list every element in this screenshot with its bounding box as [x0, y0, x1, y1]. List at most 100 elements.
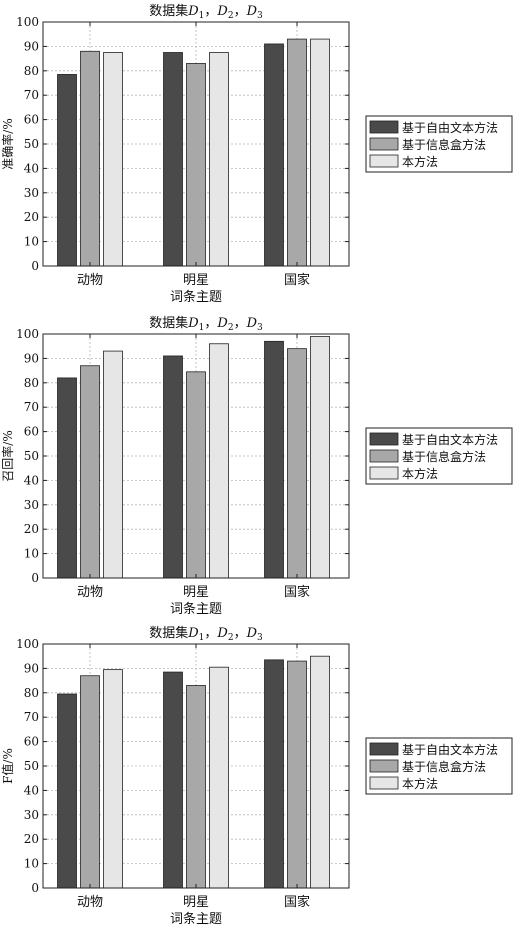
title-part-s3: 3 [257, 323, 263, 333]
y-tick-label-2: 20 [24, 522, 39, 536]
y-tick-label-1: 10 [24, 235, 39, 249]
y-tick-label-9: 90 [24, 351, 39, 365]
legend-label-2: 基于信息盒方法 [402, 449, 486, 464]
bar-1-series-3 [103, 350, 123, 579]
y-tick-label-3: 30 [24, 498, 39, 512]
bar-2-series-3 [209, 666, 229, 889]
y-tick-label-3: 30 [24, 186, 39, 200]
bar-2-series-2 [186, 63, 206, 267]
y-tick-label-10: 100 [16, 637, 39, 651]
title-part-d1: D [187, 316, 199, 331]
legend-swatch-2 [369, 449, 399, 463]
y-tick-label-0: 0 [31, 571, 39, 585]
y-tick-label-5: 50 [24, 759, 39, 773]
legend-label-1: 基于自由文本方法 [402, 120, 498, 135]
x-axis-label: 词条主题 [170, 289, 222, 305]
legend-swatch-2 [369, 759, 399, 773]
chart-title: 数据集D1，D2，D3 [149, 315, 263, 333]
legend-swatch-1 [369, 120, 399, 134]
bar-2-series-3 [209, 343, 229, 579]
legend-swatch-2 [369, 137, 399, 151]
legend-label-2: 基于信息盒方法 [402, 759, 486, 774]
title-part-sep2: ， [234, 626, 247, 641]
title-part-s3: 3 [257, 633, 263, 643]
title-part-prefix: 数据集 [149, 625, 188, 641]
bar-3-series-3 [310, 38, 330, 267]
title-part-d1: D [187, 4, 199, 19]
legend-label-1: 基于自由文本方法 [402, 742, 498, 757]
y-tick-label-6: 60 [24, 113, 39, 127]
bar-1-series-1 [57, 693, 77, 889]
chart-title: 数据集D1，D2，D3 [149, 625, 263, 643]
x-axis-label: 词条主题 [170, 911, 222, 927]
y-tick-label-1: 10 [24, 547, 39, 561]
x-category-label-1: 动物 [77, 895, 103, 910]
x-category-label-2: 明星 [183, 273, 209, 288]
legend-label-2: 基于信息盒方法 [402, 137, 486, 152]
y-tick-label-9: 90 [24, 39, 39, 53]
title-part-sep2: ， [234, 316, 247, 331]
legend-swatch-3 [369, 466, 399, 480]
title-part-d2: D [216, 316, 228, 331]
title-part-s2: 2 [228, 11, 234, 21]
y-tick-label-4: 40 [24, 473, 39, 487]
x-category-label-1: 动物 [77, 585, 103, 600]
bar-1-series-1 [57, 74, 77, 267]
y-tick-label-7: 70 [24, 88, 39, 102]
y-tick-label-8: 80 [24, 64, 39, 78]
bar-3-series-1 [264, 43, 284, 267]
legend-swatch-3 [369, 154, 399, 168]
y-axis-label: F值/% [0, 748, 15, 784]
title-part-s2: 2 [228, 633, 234, 643]
x-category-label-3: 国家 [284, 272, 310, 288]
bar-2-series-2 [186, 685, 206, 889]
y-tick-label-3: 30 [24, 808, 39, 822]
bar-2-series-1 [163, 671, 183, 889]
x-axis-label: 词条主题 [170, 601, 222, 617]
y-tick-label-1: 10 [24, 857, 39, 871]
bar-1-series-3 [103, 669, 123, 889]
title-part-d1: D [187, 626, 199, 641]
bar-2-series-1 [163, 52, 183, 267]
title-part-prefix: 数据集 [149, 315, 188, 331]
x-category-label-2: 明星 [183, 895, 209, 910]
bar-3-series-1 [264, 659, 284, 889]
title-part-s2: 2 [228, 323, 234, 333]
bar-2-series-2 [186, 371, 206, 579]
title-part-d3: D [246, 626, 258, 641]
bar-1-series-2 [80, 675, 100, 889]
y-tick-label-10: 100 [16, 327, 39, 341]
title-part-sep1: ， [204, 4, 217, 19]
legend-swatch-3 [369, 776, 399, 790]
bar-1-series-1 [57, 377, 77, 579]
x-category-label-2: 明星 [183, 585, 209, 600]
y-tick-label-2: 20 [24, 210, 39, 224]
legend-label-3: 本方法 [402, 776, 438, 791]
y-tick-label-6: 60 [24, 425, 39, 439]
title-part-d3: D [246, 316, 258, 331]
y-tick-label-5: 50 [24, 449, 39, 463]
y-tick-label-4: 40 [24, 783, 39, 797]
bar-2-series-1 [163, 355, 183, 579]
y-tick-label-4: 40 [24, 161, 39, 175]
legend-label-1: 基于自由文本方法 [402, 432, 498, 447]
y-tick-label-9: 90 [24, 661, 39, 675]
y-tick-label-0: 0 [31, 259, 39, 273]
x-category-label-3: 国家 [284, 584, 310, 600]
legend-label-3: 本方法 [402, 154, 438, 169]
bar-3-series-1 [264, 340, 284, 579]
bar-1-series-3 [103, 52, 123, 267]
title-part-s1: 1 [199, 633, 205, 643]
y-axis-label: 准确率/% [0, 118, 15, 169]
title-part-sep1: ， [204, 316, 217, 331]
legend-label-3: 本方法 [402, 466, 438, 481]
y-tick-label-7: 70 [24, 400, 39, 414]
bar-3-series-2 [287, 348, 307, 579]
y-tick-label-10: 100 [16, 15, 39, 29]
title-part-s3: 3 [257, 11, 263, 21]
